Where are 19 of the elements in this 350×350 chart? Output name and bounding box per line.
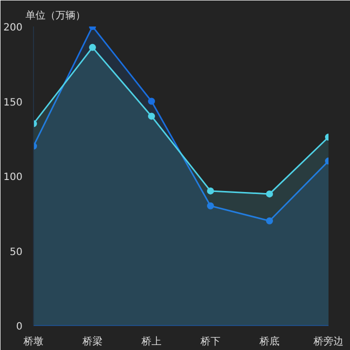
y-tick-label: 100	[3, 172, 23, 183]
point	[207, 187, 214, 194]
x-tick-label: 桥墩	[22, 336, 44, 348]
x-tick-label: 桥旁边	[312, 336, 344, 348]
y-tick-label: 200	[3, 22, 23, 34]
y-tick-label: 50	[10, 246, 23, 258]
y-axis-title: 单位（万辆）	[26, 10, 86, 22]
x-tick-label: 桥梁	[82, 336, 102, 348]
x-tick-label: 桥上	[140, 336, 162, 348]
x-tick-label: 桥下	[200, 336, 220, 348]
y-tick-label: 0	[16, 322, 23, 332]
point	[266, 190, 273, 198]
point	[89, 44, 96, 51]
point	[148, 98, 155, 105]
y-tick-label: 150	[3, 97, 23, 108]
x-tick-label: 桥底	[258, 336, 280, 348]
point	[207, 202, 214, 210]
point	[266, 217, 273, 224]
point	[148, 112, 155, 120]
